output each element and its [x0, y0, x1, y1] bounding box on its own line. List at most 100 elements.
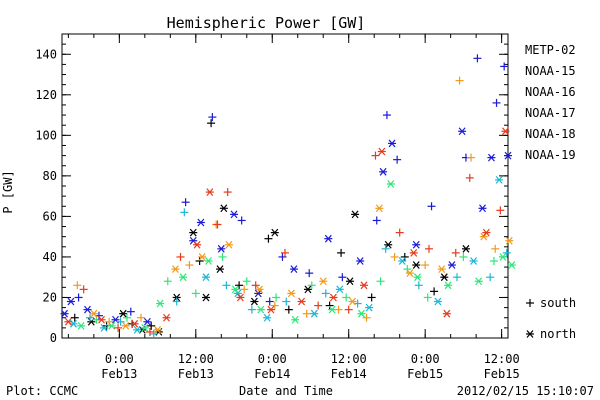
marker-stroke [470, 257, 478, 265]
north-star-marker [482, 228, 491, 237]
marker-stroke [298, 297, 306, 306]
north-star-marker [310, 309, 319, 318]
plot-frame [61, 33, 509, 339]
marker-stroke [501, 127, 509, 136]
north-star-marker [360, 281, 369, 290]
south-plus-marker [344, 305, 353, 314]
marker-stroke [434, 297, 442, 306]
north-star-marker [409, 248, 418, 257]
north-star-marker [230, 210, 239, 219]
south-plus-marker [372, 216, 381, 225]
south-plus-marker [195, 256, 204, 265]
south-plus-marker [459, 252, 468, 261]
marker-stroke [67, 297, 75, 306]
south-plus-marker [430, 287, 439, 296]
marker-stroke [90, 309, 98, 318]
south-plus-marker [337, 248, 346, 257]
south-plus-marker [281, 248, 289, 257]
north-star-marker [433, 297, 442, 306]
south-plus-marker [414, 281, 423, 290]
marker-stroke [495, 176, 503, 184]
marker-stroke [375, 204, 383, 213]
marker-stroke [119, 309, 127, 318]
marker-stroke [61, 309, 69, 318]
legend-entry-noaa-19: NOAA-19 [525, 148, 576, 162]
legend-entry-noaa-18: NOAA-18 [525, 127, 576, 141]
north-star-marker [469, 257, 478, 265]
plot-timestamp: 2012/02/15 15:10:07 [457, 384, 594, 398]
marker-stroke [267, 305, 275, 314]
north-star-marker [140, 323, 149, 332]
north-star-marker [478, 204, 487, 213]
marker-stroke [230, 210, 238, 219]
north-star-marker [201, 293, 210, 302]
plot-credit: Plot: CCMC [6, 384, 78, 398]
marker-stroke [310, 309, 318, 318]
marker-stroke [499, 253, 507, 261]
north-star-marker [487, 153, 496, 162]
marker-stroke [379, 167, 387, 176]
north-star-marker [442, 309, 451, 318]
x-tick-label-date: Feb13 [101, 367, 137, 381]
south-plus-marker [502, 248, 511, 257]
south-plus-marker [278, 252, 287, 261]
marker-stroke [173, 293, 181, 302]
marker-stroke [220, 204, 228, 213]
south-plus-marker [395, 228, 404, 237]
south-plus-marker [393, 155, 402, 164]
south-plus-marker [79, 285, 88, 294]
marker-stroke [346, 277, 354, 286]
x-axis-label: Date and Time [239, 384, 333, 398]
south-plus-marker [180, 208, 189, 217]
south-plus-marker [423, 293, 432, 302]
south-plus-marker [302, 309, 311, 318]
south-plus-marker [451, 248, 460, 257]
marker-stroke [133, 326, 141, 334]
marker-stroke [202, 273, 210, 282]
marker-stroke [448, 261, 456, 269]
north-star-marker [193, 240, 202, 249]
north-star-marker [505, 236, 514, 245]
marker-stroke [179, 273, 187, 282]
north-star-marker [413, 273, 422, 282]
marker-stroke [189, 228, 197, 237]
marker-stroke [263, 313, 271, 322]
marker-stroke [287, 289, 295, 298]
north-star-marker [437, 265, 446, 273]
south-plus-marker [272, 293, 281, 302]
marker-stroke [290, 265, 298, 273]
south-plus-marker [376, 277, 385, 286]
south-plus-marker [307, 281, 316, 290]
marker-stroke [505, 236, 513, 245]
marker-stroke [197, 218, 205, 227]
north-star-marker [289, 265, 298, 273]
north-star-marker [263, 313, 272, 322]
north-star-marker [130, 319, 139, 328]
marker-stroke [122, 321, 130, 330]
south-plus-marker [172, 297, 181, 306]
south-plus-marker [314, 301, 323, 310]
south-plus-marker [242, 277, 251, 286]
north-star-marker [329, 293, 338, 302]
south-plus-marker [382, 111, 391, 120]
south-plus-marker [213, 220, 222, 229]
marker-stroke [98, 315, 105, 324]
south-plus-marker [181, 198, 190, 207]
marker-stroke [443, 309, 451, 318]
north-star-marker [412, 261, 421, 269]
south-plus-marker [465, 173, 474, 182]
marker-stroke [112, 315, 119, 324]
x-tick-label-date: Feb15 [484, 367, 520, 381]
south-plus-marker [338, 273, 347, 282]
north-star-marker [77, 321, 86, 330]
north-star-marker [216, 265, 225, 273]
marker-stroke [141, 323, 149, 332]
marker-stroke [475, 277, 483, 286]
north-star-marker [119, 309, 128, 318]
x-tick-label-time: 12:00 [484, 352, 520, 366]
south-plus-marker [237, 216, 246, 225]
north-star-marker [162, 313, 171, 322]
marker-stroke [356, 257, 364, 265]
north-star-marker [297, 297, 306, 306]
marker-stroke [462, 244, 470, 253]
